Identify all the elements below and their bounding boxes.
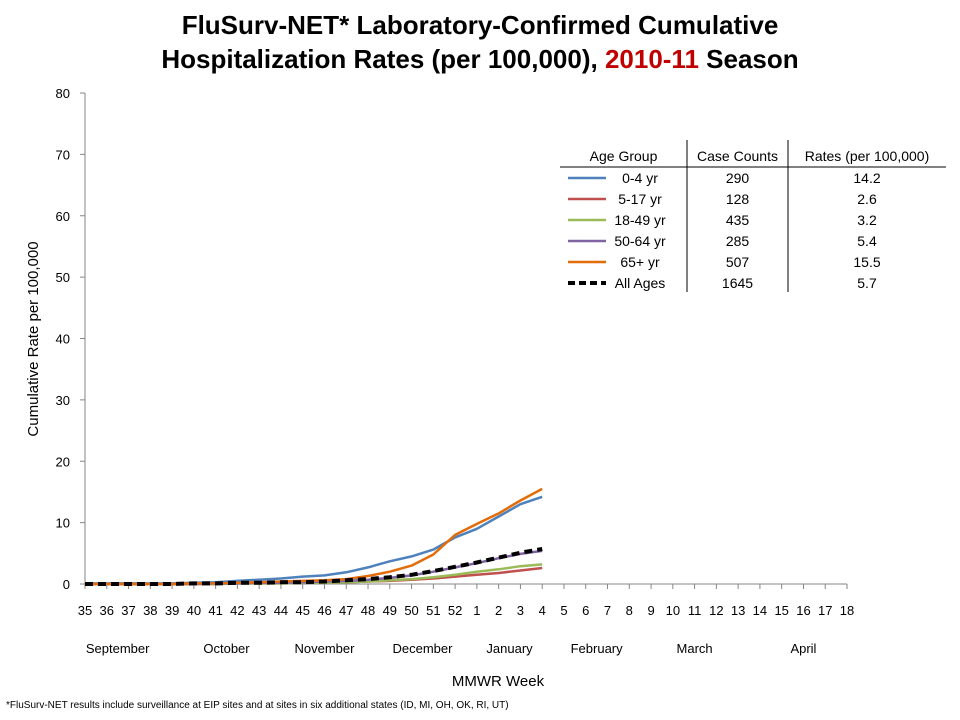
x-tick-label: 44 <box>274 603 288 618</box>
chart-title: FluSurv-NET* Laboratory-Confirmed Cumula… <box>0 8 960 76</box>
x-tick-label: 49 <box>383 603 397 618</box>
case-count: 507 <box>726 254 750 270</box>
x-tick-label: 51 <box>426 603 440 618</box>
rate-value: 5.7 <box>857 275 877 291</box>
x-tick-label: 45 <box>295 603 309 618</box>
y-tick-label: 20 <box>56 454 70 469</box>
x-tick-label: 39 <box>165 603 179 618</box>
rate-value: 3.2 <box>857 212 877 228</box>
x-tick-label: 6 <box>582 603 589 618</box>
table-header: Age Group <box>590 148 658 164</box>
x-tick-label: 38 <box>143 603 157 618</box>
month-label: November <box>295 641 356 656</box>
legend-label: 65+ yr <box>620 254 660 270</box>
month-labels: September October November December January F… <box>86 641 817 656</box>
series-line <box>85 547 543 586</box>
y-axis-ticks: 0 10 20 30 40 50 60 70 80 <box>56 86 85 592</box>
x-tick-label: 41 <box>208 603 222 618</box>
x-tick-label: 35 <box>78 603 92 618</box>
x-tick-label: 46 <box>317 603 331 618</box>
x-tick-label: 16 <box>796 603 810 618</box>
case-count: 285 <box>726 233 750 249</box>
y-tick-label: 50 <box>56 270 70 285</box>
x-tick-label: 13 <box>731 603 745 618</box>
month-label: September <box>86 641 150 656</box>
series-line <box>85 549 543 586</box>
x-tick-label: 4 <box>539 603 546 618</box>
legend-label: 5-17 yr <box>618 191 662 207</box>
x-tick-label: 36 <box>100 603 114 618</box>
x-tick-label: 5 <box>560 603 567 618</box>
x-tick-label: 52 <box>448 603 462 618</box>
rate-value: 5.4 <box>857 233 877 249</box>
x-tick-label: 2 <box>495 603 502 618</box>
x-tick-label: 9 <box>647 603 654 618</box>
case-count: 128 <box>726 191 750 207</box>
month-label: January <box>486 641 533 656</box>
x-tick-label: 42 <box>230 603 244 618</box>
title-season-highlight: 2010-11 <box>604 44 699 74</box>
x-tick-label: 37 <box>121 603 135 618</box>
month-label: March <box>677 641 713 656</box>
y-tick-label: 60 <box>56 209 70 224</box>
y-tick-label: 10 <box>56 516 70 531</box>
x-tick-label: 11 <box>688 603 702 618</box>
x-tick-label: 10 <box>666 603 680 618</box>
legend-label: All Ages <box>615 275 666 291</box>
month-label: April <box>790 641 816 656</box>
x-tick-label: 48 <box>361 603 375 618</box>
month-label: February <box>571 641 624 656</box>
table-header: Case Counts <box>697 148 778 164</box>
series-lines <box>85 487 543 586</box>
rate-value: 14.2 <box>853 170 880 186</box>
y-tick-label: 70 <box>56 147 70 162</box>
title-line-2-post: Season <box>698 44 799 74</box>
x-tick-label: 12 <box>709 603 723 618</box>
y-tick-label: 80 <box>56 86 70 101</box>
series-line <box>85 487 543 586</box>
title-line-2-pre: Hospitalization Rates (per 100,000), <box>161 44 605 74</box>
y-tick-label: 30 <box>56 393 70 408</box>
x-tick-label: 50 <box>404 603 418 618</box>
legend-table: Age Group Case Counts Rates (per 100,000) 0… <box>560 140 946 292</box>
x-tick-label: 40 <box>187 603 201 618</box>
x-tick-label: 43 <box>252 603 266 618</box>
series-line <box>85 495 543 585</box>
legend-label: 18-49 yr <box>614 212 666 228</box>
case-count: 290 <box>726 170 750 186</box>
rate-value: 15.5 <box>853 254 880 270</box>
title-line-1: FluSurv-NET* Laboratory-Confirmed Cumula… <box>181 10 779 40</box>
case-count: 1645 <box>722 275 753 291</box>
month-label: October <box>203 641 250 656</box>
x-tick-label: 47 <box>339 603 353 618</box>
case-count: 435 <box>726 212 750 228</box>
y-axis-title: Cumulative Rate per 100,000 <box>25 241 42 436</box>
x-tick-label: 1 <box>473 603 480 618</box>
y-tick-label: 40 <box>56 332 70 347</box>
x-tick-label: 17 <box>818 603 832 618</box>
title-line-2: Hospitalization Rates (per 100,000), 201… <box>161 44 798 74</box>
x-tick-label: 14 <box>753 603 767 618</box>
y-tick-label: 0 <box>63 577 70 592</box>
x-tick-label: 15 <box>774 603 788 618</box>
legend-label: 0-4 yr <box>622 170 658 186</box>
footnote: *FluSurv-NET results include surveillanc… <box>6 700 509 711</box>
month-label: December <box>392 641 453 656</box>
rate-value: 2.6 <box>857 191 877 207</box>
table-header: Rates (per 100,000) <box>805 148 930 164</box>
x-tick-label: 3 <box>517 603 524 618</box>
x-tick-label: 7 <box>604 603 611 618</box>
x-tick-label: 18 <box>840 603 854 618</box>
x-axis-title: MMWR Week <box>452 673 545 690</box>
x-axis-ticks: 35 36 37 38 39 40 41 42 43 44 45 46 47 48 49 50 51 52 1 2 3 4… <box>78 584 854 618</box>
legend-label: 50-64 yr <box>614 233 666 249</box>
x-tick-label: 8 <box>626 603 633 618</box>
